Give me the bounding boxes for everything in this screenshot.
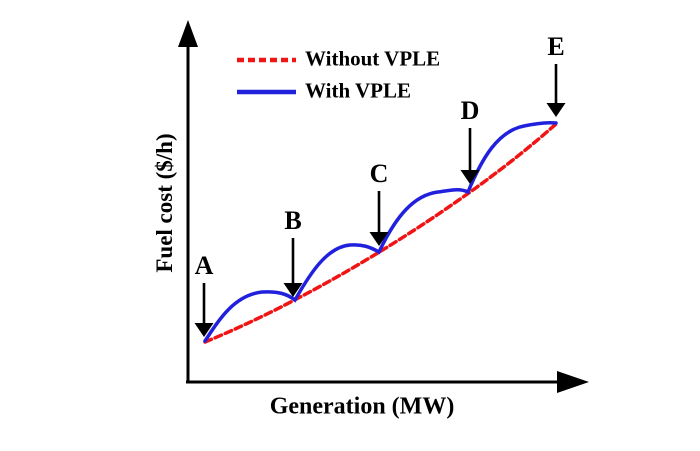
valve-point-label-b: B (284, 206, 302, 235)
y-axis-label: Fuel cost ($/h) (152, 133, 177, 273)
valve-point-label-c: C (369, 159, 389, 188)
valve-point-label-e: E (547, 32, 565, 61)
y-axis-arrowhead-icon (178, 20, 198, 47)
legend-entry-with-vple: With VPLE (305, 78, 412, 103)
valve-arrowhead-icon-D (460, 170, 480, 184)
valve-point-label-d: D (460, 96, 480, 125)
x-axis-arrowhead-icon (557, 371, 589, 393)
valve-arrowhead-icon-E (546, 103, 566, 117)
series-curve-0 (203, 122, 558, 344)
legend-entry-without-vple: Without VPLE (305, 46, 441, 71)
valve-point-label-a: A (194, 251, 214, 280)
valve-arrowhead-icon-A (194, 323, 214, 337)
valve-arrowhead-icon-C (369, 232, 389, 246)
series-curve-1 (203, 120, 558, 343)
x-axis-label: Generation (MW) (269, 393, 455, 420)
valve-arrowhead-icon-B (283, 283, 303, 297)
